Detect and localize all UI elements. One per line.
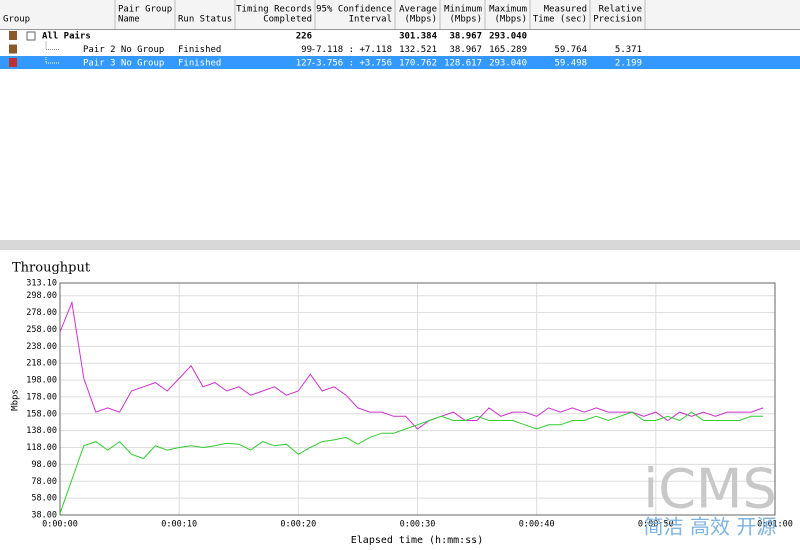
selected-row[interactable] bbox=[0, 56, 800, 69]
table-cell: 59.764 bbox=[554, 45, 587, 55]
table-cell: 5.371 bbox=[615, 45, 642, 55]
plot-border bbox=[59, 282, 776, 516]
column-header: Run Status bbox=[178, 15, 232, 25]
column-header: Timing Records bbox=[236, 5, 312, 15]
column-header: Name bbox=[118, 15, 140, 25]
column-header: Relative bbox=[599, 5, 642, 15]
table-cell: 127 bbox=[296, 59, 312, 69]
table-cell: 38.967 bbox=[449, 32, 482, 42]
column-header: Completed bbox=[263, 15, 312, 25]
y-tick-label: 38.00 bbox=[31, 511, 57, 521]
column-header: Group bbox=[3, 15, 30, 25]
y-tick-label: 178.00 bbox=[26, 392, 57, 402]
x-tick-label: 0:00:10 bbox=[161, 520, 197, 530]
y-tick-label: 298.00 bbox=[26, 291, 57, 301]
table-cell: Pair 3 No Group bbox=[83, 59, 164, 69]
table-cell: -7.118 : +7.118 bbox=[311, 45, 392, 55]
y-tick-label: 118.00 bbox=[26, 443, 57, 453]
table-cell: 165.289 bbox=[489, 45, 527, 55]
table-header bbox=[0, 0, 800, 30]
table-cell: 99 bbox=[301, 45, 312, 55]
column-header: Precision bbox=[593, 15, 642, 25]
y-tick-label: 238.00 bbox=[26, 342, 57, 352]
pair-icon bbox=[9, 44, 17, 54]
table-cell: 128.617 bbox=[444, 59, 482, 69]
table-cell: 59.498 bbox=[554, 59, 587, 69]
table-cell: 170.762 bbox=[399, 59, 437, 69]
y-tick-label: 198.00 bbox=[26, 376, 57, 386]
column-header: Minimum bbox=[444, 5, 482, 15]
y-tick-label: 58.00 bbox=[31, 494, 57, 504]
x-tick-label: 0:00:20 bbox=[280, 520, 316, 530]
table-cell: Finished bbox=[178, 45, 221, 55]
group-icon bbox=[9, 31, 17, 40]
splitter[interactable] bbox=[0, 240, 800, 250]
x-tick-label: 0:00:30 bbox=[400, 520, 436, 530]
y-tick-label: 158.00 bbox=[26, 409, 57, 419]
x-tick-label: 0:00:40 bbox=[519, 520, 555, 530]
column-header: (Mbps) bbox=[404, 15, 437, 25]
expander bbox=[26, 31, 36, 41]
table-cell: 2.199 bbox=[615, 59, 642, 69]
table-cell: All Pairs bbox=[42, 31, 91, 42]
tree-line bbox=[45, 41, 60, 50]
y-axis-label: Mbps bbox=[11, 389, 21, 411]
column-header: Pair Group bbox=[118, 5, 172, 15]
x-tick-label: 0:00:50 bbox=[638, 520, 674, 530]
column-header: Measured bbox=[544, 5, 587, 15]
y-tick-label: 138.00 bbox=[26, 426, 57, 436]
y-tick-label: 313.10 bbox=[26, 279, 57, 289]
y-tick-label: 98.00 bbox=[31, 460, 57, 470]
y-tick-label: 278.00 bbox=[26, 308, 57, 318]
table-cell: Finished bbox=[178, 59, 221, 69]
tree-line bbox=[45, 55, 60, 64]
column-header: Time (sec) bbox=[533, 15, 587, 25]
watermark-slogan: 简洁 高效 开源 bbox=[644, 515, 777, 539]
column-header: (Mbps) bbox=[494, 15, 527, 25]
column-header: 95% Confidence bbox=[316, 5, 392, 15]
x-tick-label: 0:00:00 bbox=[42, 520, 78, 530]
column-header: Average bbox=[399, 5, 437, 15]
table-cell: -3.756 : +3.756 bbox=[311, 59, 392, 69]
table-cell: 301.384 bbox=[399, 32, 438, 42]
table-cell: Pair 2 No Group bbox=[83, 45, 164, 55]
x-tick-label: 0:01:00 bbox=[757, 520, 793, 530]
column-header: Maximum bbox=[489, 5, 527, 15]
throughput-line bbox=[59, 300, 764, 430]
y-tick-label: 78.00 bbox=[31, 477, 57, 487]
table-cell: 38.967 bbox=[449, 45, 482, 55]
table-cell: 132.521 bbox=[399, 45, 437, 55]
column-header: Interval bbox=[349, 15, 392, 25]
x-axis-label: Elapsed time (h:mm:ss) bbox=[351, 535, 483, 546]
table-cell: 226 bbox=[296, 32, 312, 42]
throughput-line bbox=[59, 411, 764, 514]
chart-title: Throughput bbox=[12, 261, 91, 276]
table-cell: 293.040 bbox=[489, 59, 527, 69]
y-tick-label: 218.00 bbox=[26, 359, 57, 369]
pair-icon bbox=[9, 58, 17, 67]
watermark-logo: iCMS bbox=[643, 458, 777, 521]
y-tick-label: 258.00 bbox=[26, 325, 57, 335]
column-header: (Mbps) bbox=[449, 15, 482, 25]
table-cell: 293.040 bbox=[489, 32, 527, 42]
